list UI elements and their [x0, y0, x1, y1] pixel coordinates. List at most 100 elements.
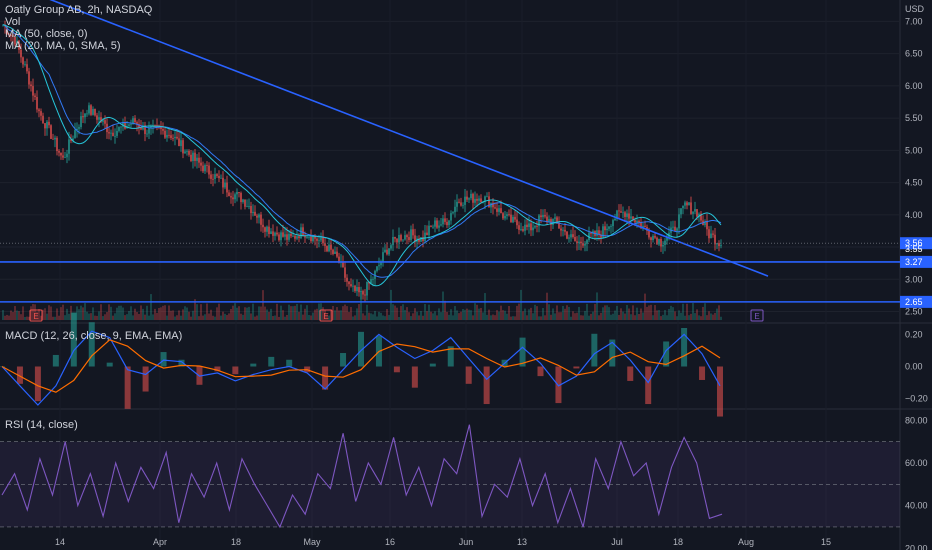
volume-bar: [222, 311, 224, 320]
candle-body: [162, 128, 164, 131]
volume-bar: [32, 303, 34, 320]
macd-histogram-bar: [124, 366, 131, 409]
volume-bar: [666, 315, 668, 320]
volume-bar: [598, 315, 600, 320]
volume-bar: [196, 304, 198, 320]
chart-title[interactable]: Oatly Group AB, 2h, NASDAQ: [5, 4, 153, 16]
volume-bar: [292, 306, 294, 320]
volume-bar: [62, 304, 64, 320]
volume-bar: [444, 300, 446, 320]
candle-body: [718, 243, 720, 247]
candle-body: [362, 291, 364, 295]
volume-bar: [322, 307, 324, 320]
candle-body: [464, 196, 466, 205]
ma50-label[interactable]: MA (50, close, 0): [5, 28, 88, 40]
volume-bar: [704, 303, 706, 320]
volume-bar: [628, 308, 630, 320]
volume-bar: [430, 311, 432, 320]
candle-body: [46, 121, 48, 129]
candle-body: [130, 123, 132, 125]
candle-body: [118, 127, 120, 131]
macd-histogram-bar: [106, 362, 113, 367]
volume-bar: [480, 307, 482, 320]
candle-body: [116, 130, 118, 136]
volume-bar: [586, 303, 588, 320]
candle-body: [316, 238, 318, 241]
candle-body: [616, 210, 618, 219]
volume-bar: [428, 304, 430, 320]
macd-histogram-bar: [340, 353, 347, 367]
volume-bar: [354, 315, 356, 320]
volume-bar: [48, 305, 50, 320]
candle-body: [276, 232, 278, 235]
candle-body: [122, 122, 124, 127]
volume-bar: [126, 314, 128, 320]
candle-body: [242, 199, 244, 203]
candle-body: [184, 151, 186, 154]
volume-bar: [68, 313, 70, 320]
macd-histogram-bar: [465, 366, 472, 384]
candle-body: [478, 198, 480, 201]
volume-bar: [148, 315, 150, 320]
volume-bar: [316, 308, 318, 320]
volume-bar: [118, 305, 120, 320]
candle-body: [240, 192, 242, 203]
volume-bar: [520, 289, 522, 320]
volume-bar: [166, 315, 168, 320]
candle-body: [714, 234, 716, 245]
volume-bar: [402, 304, 404, 320]
volume-bar: [662, 314, 664, 320]
candle-body: [260, 214, 262, 225]
main-legend: Oatly Group AB, 2h, NASDAQ Vol MA (50, c…: [5, 4, 152, 52]
volume-bar: [680, 312, 682, 320]
ma20-label[interactable]: MA (20, MA, 0, SMA, 5): [5, 40, 121, 52]
candle-body: [376, 266, 378, 271]
candle-body: [454, 206, 456, 213]
volume-bar: [162, 305, 164, 320]
volume-bar: [98, 311, 100, 320]
volume-bar: [250, 313, 252, 320]
volume-bar: [24, 316, 26, 320]
volume-bar: [410, 316, 412, 320]
volume-label[interactable]: Vol: [5, 16, 21, 28]
candle-body: [310, 236, 312, 242]
volume-bar: [546, 292, 548, 320]
candle-body: [210, 174, 212, 179]
candle-body: [424, 232, 426, 241]
macd-label[interactable]: MACD (12, 26, close, 9, EMA, EMA): [5, 330, 183, 342]
candle-body: [344, 267, 346, 278]
candle-body: [264, 227, 266, 232]
rsi-label[interactable]: RSI (14, close): [5, 419, 78, 431]
candle-body: [188, 150, 190, 155]
volume-bar: [550, 314, 552, 320]
macd-histogram-bar: [232, 366, 239, 375]
volume-bar: [86, 311, 88, 320]
candle-body: [62, 155, 64, 158]
volume-bar: [716, 308, 718, 320]
candle-body: [658, 238, 660, 245]
candle-body: [336, 251, 338, 257]
candle-body: [602, 226, 604, 238]
candle-body: [488, 196, 490, 208]
drawn-lines[interactable]: [0, 0, 900, 303]
candle-body: [290, 233, 292, 237]
candle-body: [72, 138, 74, 141]
candle-body: [258, 214, 260, 218]
candle-body: [630, 216, 632, 219]
volume-bar: [324, 310, 326, 320]
volume-bar: [52, 316, 54, 320]
volume-bar: [568, 306, 570, 320]
volume-bar: [696, 309, 698, 320]
candle-body: [542, 215, 544, 218]
candle-body: [428, 225, 430, 236]
volume-bar: [264, 306, 266, 320]
candle-body: [314, 235, 316, 239]
candle-body: [266, 226, 268, 232]
candle-body: [662, 245, 664, 247]
volume-bar: [348, 312, 350, 320]
volume-bar: [296, 303, 298, 320]
candle-body: [524, 224, 526, 231]
volume-bar: [260, 306, 262, 320]
